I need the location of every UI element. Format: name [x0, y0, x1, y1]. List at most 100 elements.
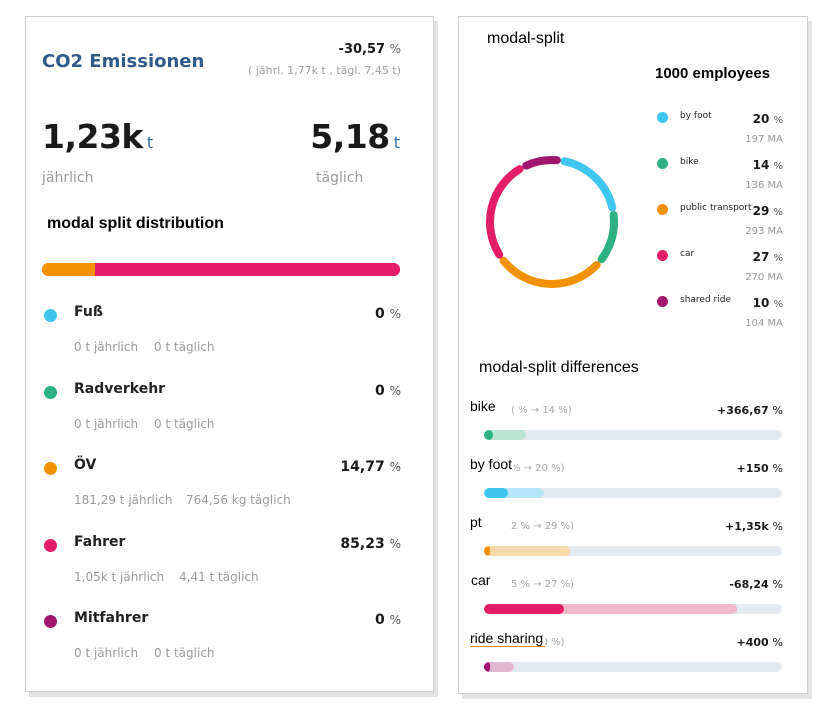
- mode-name: Radverkehr: [74, 380, 166, 397]
- percent-symbol: %: [389, 42, 401, 56]
- yearly-label: jährlich: [42, 170, 94, 186]
- difference-percent: +366,67 %: [717, 404, 783, 417]
- legend-percent: 14 %: [753, 158, 783, 172]
- difference-bar-target: [484, 604, 738, 614]
- donut-slice-car: [486, 165, 524, 259]
- mode-percent: 0 %: [375, 306, 401, 322]
- mode-yearly: 1,05k t jährlich: [74, 569, 165, 584]
- mode-color-dot: [44, 309, 57, 322]
- daily-emission: 5,18 t: [310, 117, 400, 156]
- mode-percent: 0 %: [375, 612, 401, 628]
- legend-percent-value: 29: [752, 204, 770, 218]
- distribution-bar: [42, 263, 400, 276]
- difference-label: pt: [470, 514, 484, 530]
- employees-count: 1000 employees: [655, 65, 771, 82]
- legend-percent: 10 %: [753, 296, 783, 310]
- legend-employee-count: 104 MA: [745, 318, 783, 329]
- difference-bar: [484, 488, 782, 498]
- mode-yearly: 181,29 t jährlich: [74, 493, 173, 507]
- modal-split-title: modal-split: [487, 30, 565, 47]
- mode-color-dot: [44, 615, 57, 628]
- percent-symbol: %: [772, 462, 783, 475]
- mode-daily: 0 t täglich: [154, 340, 215, 354]
- mode-daily: 4,41 t täglich: [179, 569, 259, 584]
- difference-label: car: [471, 572, 493, 588]
- difference-bar-previous: [484, 662, 490, 672]
- percent-symbol: %: [773, 161, 783, 172]
- distribution-segment: [94, 263, 400, 276]
- mode-percent-value: 0: [374, 612, 385, 628]
- co2-change-detail: ( jährl. 1,77k t , tägl. 7,45 t): [248, 64, 401, 77]
- percent-symbol: %: [389, 383, 401, 398]
- daily-value: 5,18: [310, 117, 390, 156]
- mode-name: ÖV: [74, 457, 97, 473]
- legend-employee-count: 197 MA: [745, 134, 783, 145]
- difference-bar-previous: [484, 488, 508, 498]
- yearly-emission: 1,23k t: [42, 117, 153, 156]
- mode-percent: 14,77 %: [340, 459, 401, 475]
- mode-daily: 0 t täglich: [154, 646, 215, 660]
- co2-change-percent: -30,57 %: [339, 42, 401, 57]
- percent-symbol: %: [773, 253, 783, 264]
- mode-percent-value: 85,23: [340, 535, 385, 552]
- legend-percent: 20 %: [753, 112, 783, 126]
- legend-percent: 27 %: [753, 250, 783, 264]
- distribution-title: modal split distribution: [47, 215, 224, 232]
- mode-color-dot: [44, 462, 57, 475]
- difference-percent: +1,35k %: [725, 520, 783, 533]
- co2-title: CO2 Emissionen: [42, 51, 205, 72]
- percent-symbol: %: [773, 207, 783, 218]
- daily-label: täglich: [316, 170, 364, 186]
- percent-symbol: %: [772, 404, 783, 417]
- mode-yearly: 0 t jährlich: [74, 416, 139, 431]
- difference-bar: [484, 430, 782, 440]
- legend-employee-count: 136 MA: [745, 180, 783, 191]
- percent-symbol: %: [773, 299, 783, 310]
- mode-name: Fahrer: [74, 533, 126, 550]
- difference-percent-value: +366,67: [717, 404, 769, 417]
- difference-percent-value: +1,35k: [725, 520, 769, 533]
- difference-bar-previous: [484, 546, 490, 556]
- difference-bar: [484, 604, 782, 614]
- differences-title: modal-split differences: [479, 359, 639, 376]
- difference-bar-target: [484, 662, 514, 672]
- difference-bar-previous: [484, 430, 493, 440]
- mode-yearly: 0 t jährlich: [74, 340, 139, 354]
- legend-percent-value: 14: [752, 158, 770, 172]
- mode-percent-value: 0: [374, 382, 385, 399]
- mode-daily: 764,56 kg täglich: [186, 493, 291, 507]
- mode-percent-value: 14,77: [340, 459, 385, 475]
- mode-yearly: 0 t jährlich: [74, 646, 139, 660]
- difference-range: ( % → 14 %): [511, 405, 572, 416]
- difference-percent-value: +400: [736, 636, 769, 649]
- difference-bar-previous: [484, 604, 565, 614]
- percent-symbol: %: [773, 115, 783, 126]
- legend-color-dot: [657, 204, 668, 215]
- percent-symbol: %: [389, 613, 401, 627]
- modal-split-card: modal-split 1000 employees by foot 20 % 19…: [458, 16, 808, 694]
- difference-range: 2 % → 29 %): [511, 521, 575, 532]
- distribution-segment: [42, 263, 95, 276]
- legend-percent: 29 %: [753, 204, 783, 218]
- difference-percent-value: -68,24: [729, 578, 769, 591]
- co2-change-value: -30,57: [338, 42, 386, 57]
- legend-color-dot: [657, 158, 668, 169]
- percent-symbol: %: [389, 307, 401, 321]
- difference-bar-target: [484, 546, 571, 556]
- legend-percent-value: 10: [752, 296, 770, 310]
- donut-slice-by-foot: [560, 157, 617, 212]
- percent-symbol: %: [772, 636, 783, 649]
- mode-color-dot: [44, 385, 57, 399]
- difference-percent: +150 %: [737, 462, 783, 475]
- donut-slice-shared-ride: [522, 156, 561, 170]
- legend-percent-value: 27: [752, 250, 770, 264]
- difference-percent: +400 %: [737, 636, 783, 649]
- mode-color-dot: [44, 538, 57, 552]
- difference-bar: [484, 546, 782, 556]
- legend-percent-value: 20: [752, 112, 770, 126]
- difference-percent: -68,24 %: [729, 578, 783, 591]
- difference-bar-target: [484, 430, 526, 440]
- daily-unit: t: [393, 133, 400, 152]
- legend-label: by foot: [680, 111, 712, 121]
- difference-bar: [484, 662, 782, 672]
